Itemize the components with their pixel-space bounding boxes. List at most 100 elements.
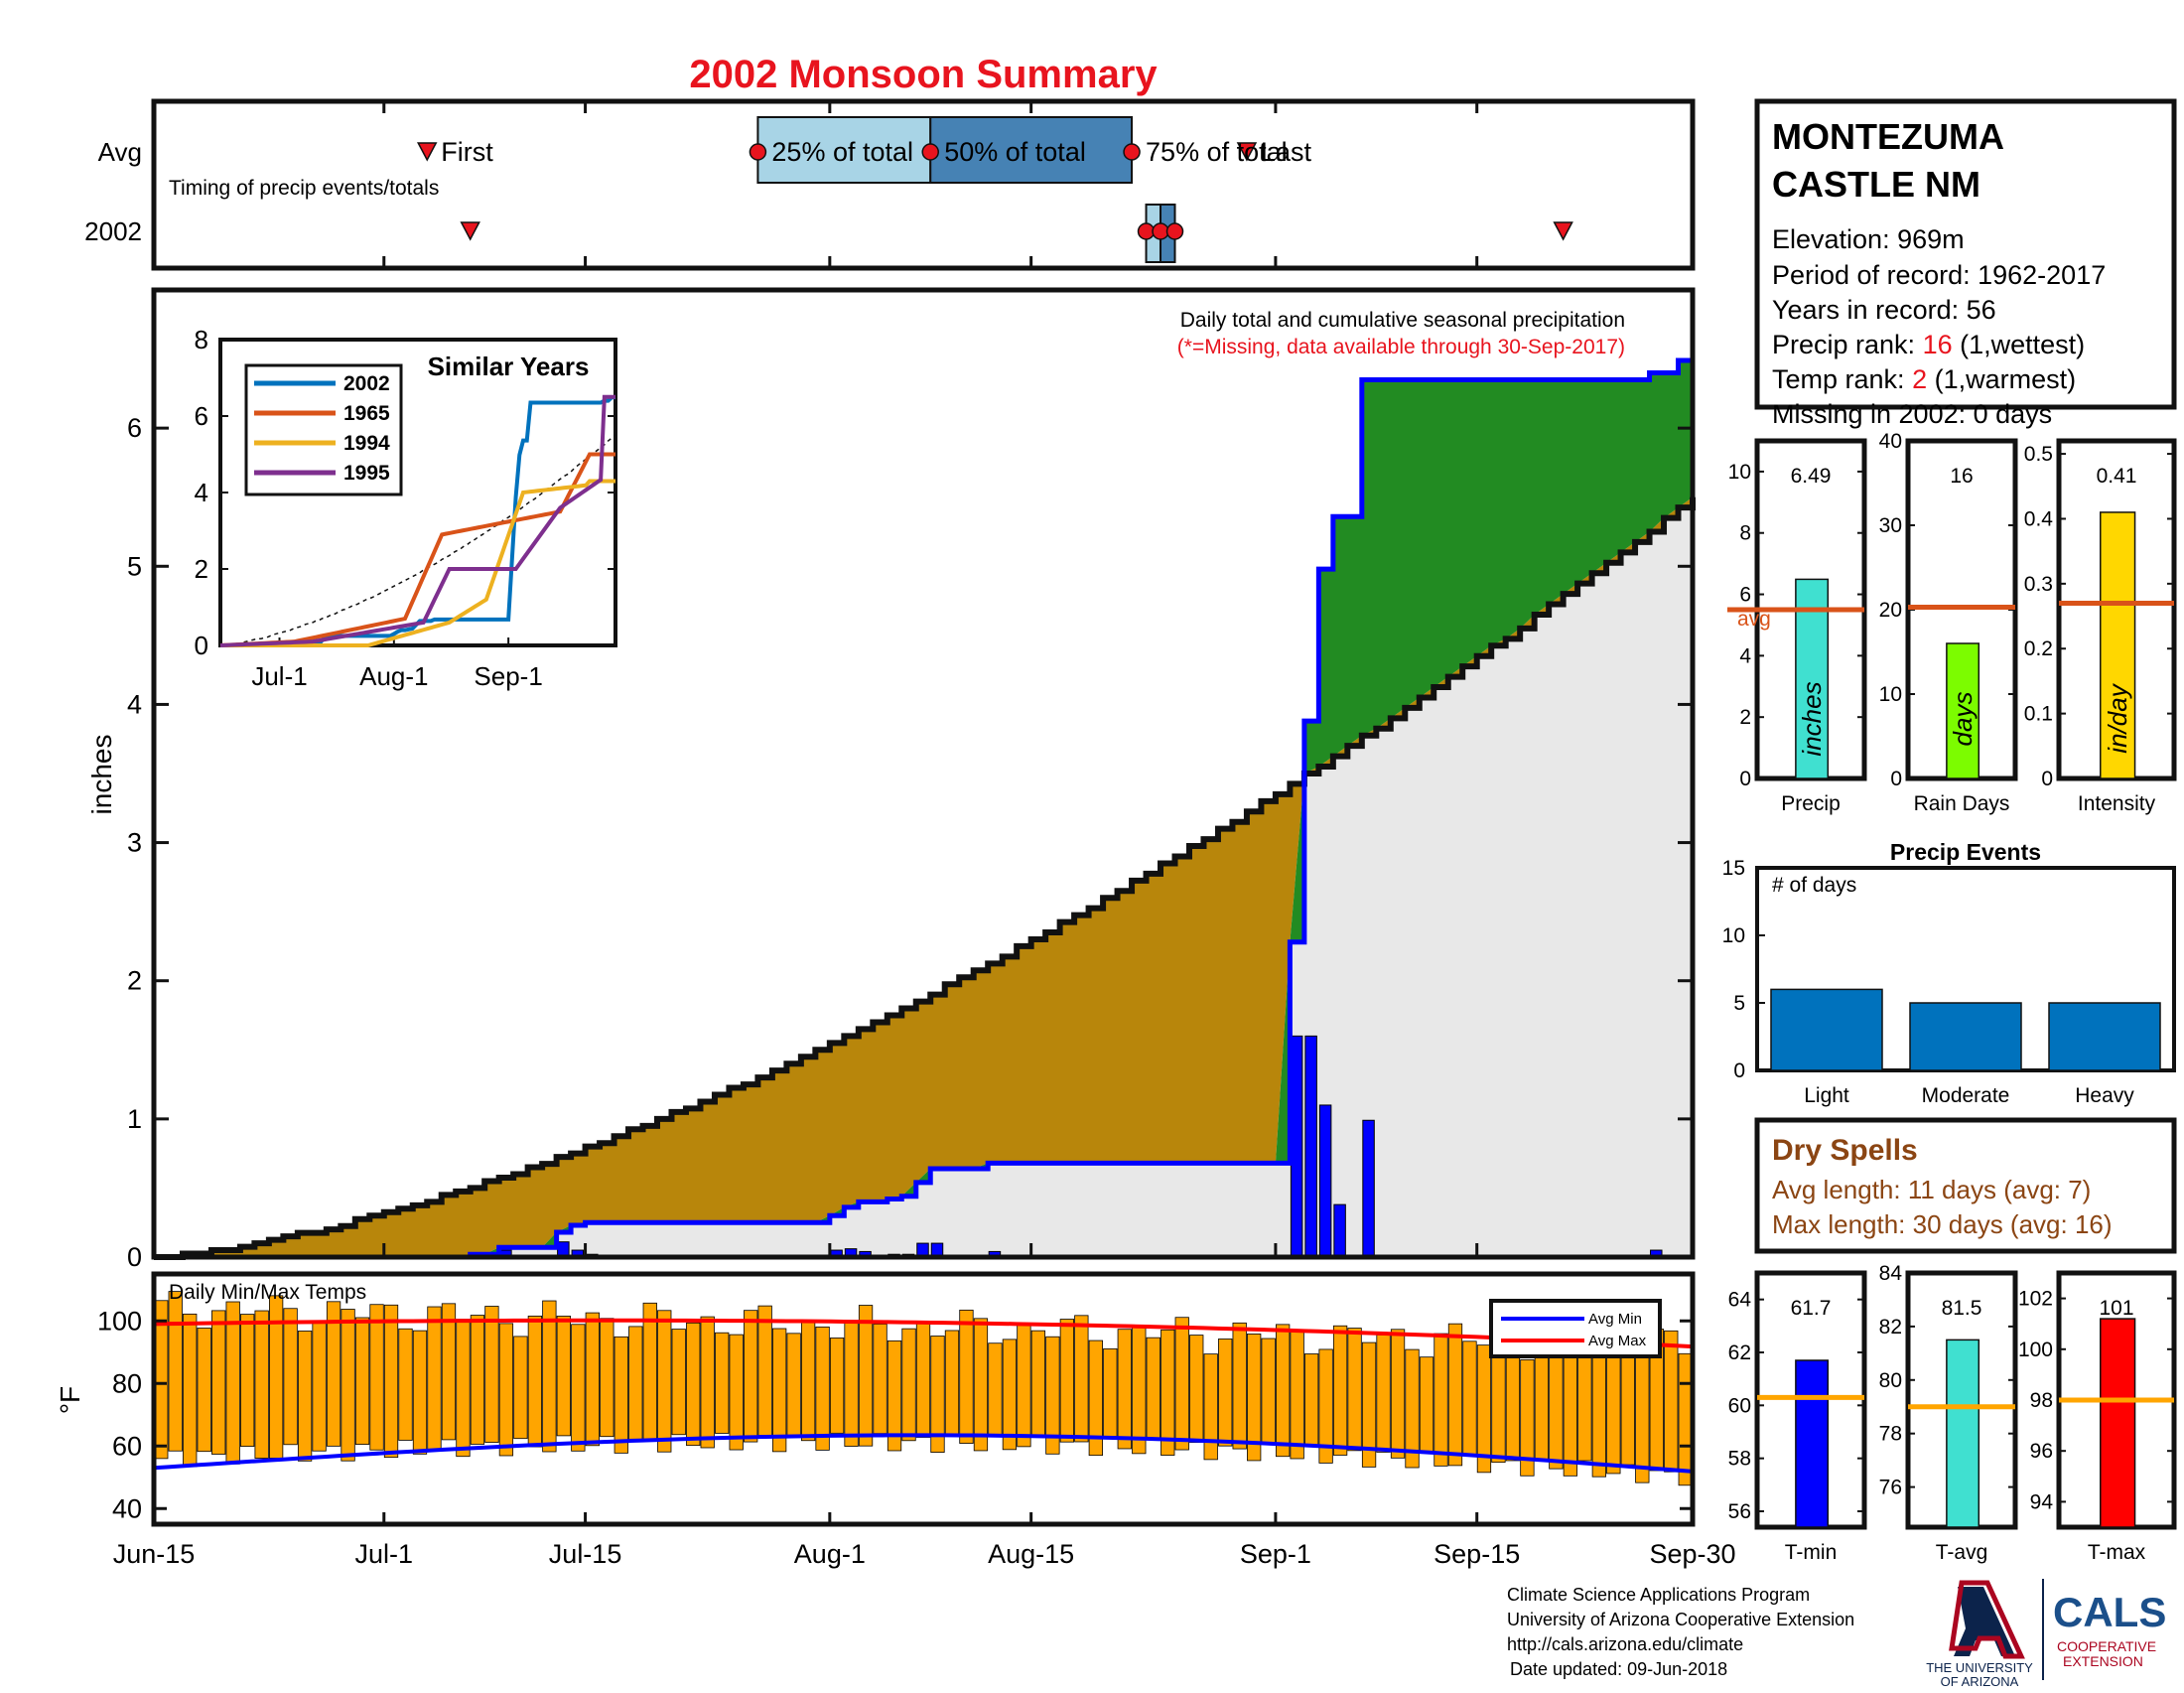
- daily-temp-bar: [1132, 1325, 1147, 1455]
- daily-temp-bar: [887, 1340, 902, 1452]
- station-temp-rank: Temp rank: 2 (1,warmest): [1772, 364, 2076, 394]
- dry-spells-title: Dry Spells: [1772, 1134, 1918, 1167]
- tavg-bar: [1946, 1339, 1980, 1528]
- tmax-panel: 94 96 98 100 102 101 T-max: [2018, 1270, 2177, 1564]
- daily-precip-bar: [1362, 1119, 1375, 1258]
- temps-ylabel: °F: [55, 1386, 85, 1414]
- daily-temp-bar: [1218, 1339, 1233, 1447]
- daily-temp-bar: [470, 1315, 485, 1445]
- precip-tick-label: 2: [1739, 706, 1751, 729]
- daily-temp-bar: [1534, 1343, 1550, 1461]
- station-name-line2: CASTLE NM: [1772, 164, 1980, 205]
- year-last-marker: [1553, 221, 1573, 241]
- daily-temp-bar: [988, 1342, 1003, 1436]
- figure-title: 2002 Monsoon Summary: [689, 53, 1158, 96]
- events-bar: [2048, 1002, 2161, 1071]
- tavg-panel: 76 78 80 82 84 81.5 T-avg: [1879, 1262, 2018, 1564]
- daily-temp-bar: [1247, 1333, 1262, 1462]
- surplus-area: [154, 359, 1693, 1257]
- timing-p75-label: 75% of total: [1146, 137, 1288, 167]
- daily-temp-bar: [585, 1312, 600, 1447]
- events-tick-label: 15: [1722, 857, 1745, 880]
- daily-temp-bar: [1635, 1352, 1650, 1483]
- daily-temp-bar: [513, 1336, 528, 1440]
- tmin-tick-label: 64: [1728, 1289, 1752, 1312]
- daily-precip-bar: [1304, 1035, 1317, 1258]
- daily-temp-bar: [1419, 1356, 1434, 1453]
- tavg-tick-label: 82: [1879, 1316, 1902, 1339]
- daily-temp-bar: [1664, 1330, 1679, 1473]
- inset-x-tick-label: Sep-1: [474, 661, 542, 691]
- daily-temp-bar: [1174, 1317, 1189, 1451]
- tmin-tick-label: 60: [1728, 1394, 1751, 1417]
- x-tick-label: Sep-15: [1433, 1539, 1520, 1569]
- footer-line4: Date updated: 09-Jun-2018: [1510, 1659, 1727, 1679]
- intensity-value-label: 0.41: [2097, 465, 2137, 488]
- timing-p25-label: 25% of total: [771, 137, 913, 167]
- intensity-tick-label: 0.4: [2024, 507, 2054, 530]
- daily-temp-bar: [614, 1336, 628, 1454]
- daily-temp-bar: [786, 1333, 801, 1437]
- avg-q1-box: [756, 116, 932, 184]
- precip-events-panel: Precip Events 0 5 10 15 Light Moderate Heavy #…: [1722, 839, 2176, 1107]
- daily-precip-bar: [1290, 1035, 1303, 1258]
- daily-temp-bar: [1017, 1323, 1031, 1448]
- daily-temp-bar: [326, 1301, 341, 1447]
- daily-temp-bar: [800, 1320, 816, 1442]
- daily-temp-bar: [700, 1316, 715, 1449]
- x-tick-label: Jun-15: [113, 1539, 196, 1569]
- daily-temp-bar: [312, 1321, 327, 1452]
- avg-max-line: [153, 1318, 1694, 1349]
- precip-value-label: 6.49: [1791, 465, 1832, 488]
- daily-temp-bar: [715, 1332, 730, 1434]
- daily-temp-bar: [1520, 1359, 1535, 1477]
- rain-days-bar: [1946, 642, 1980, 779]
- events-tick-label: 10: [1722, 924, 1745, 947]
- footer-line1: Climate Science Applications Program: [1507, 1585, 1810, 1605]
- daily-temp-bar: [1117, 1329, 1132, 1450]
- precip-avg-label: avg: [1737, 608, 1771, 631]
- daily-temp-bar: [1390, 1329, 1406, 1459]
- tavg-tick-label: 76: [1879, 1477, 1902, 1499]
- events-tick-label: 0: [1733, 1059, 1745, 1082]
- precip-xlabel: Precip: [1781, 792, 1841, 815]
- inset-x-tick-label: Jul-1: [251, 661, 307, 691]
- tavg-value-label: 81.5: [1942, 1297, 1982, 1320]
- rain-days-tick-label: 30: [1879, 514, 1902, 537]
- tavg-xlabel: T-avg: [1936, 1541, 1988, 1564]
- daily-temp-bar: [1189, 1335, 1204, 1443]
- y-tick-label: 6: [127, 413, 142, 443]
- daily-temp-bar: [1577, 1351, 1592, 1462]
- rain-days-tick-label: 10: [1879, 683, 1902, 706]
- y-tick-label: 0: [127, 1242, 142, 1272]
- inset-legend-label: 2002: [343, 372, 390, 395]
- avg-last-marker: [1236, 142, 1258, 162]
- daily-temp-bar: [1103, 1347, 1118, 1440]
- tavg-tick-label: 84: [1879, 1262, 1903, 1285]
- inset-y-tick-label: 6: [195, 401, 208, 431]
- daily-temp-bar: [1318, 1348, 1333, 1464]
- daily-precip-bar: [1333, 1203, 1346, 1258]
- main-caption: Daily total and cumulative seasonal prec…: [1180, 309, 1625, 332]
- inset-legend-label: 1965: [343, 402, 390, 425]
- inset-series-1994: [220, 479, 615, 647]
- intensity-tick-label: 0.1: [2024, 703, 2053, 726]
- daily-temp-bar: [642, 1302, 657, 1441]
- intensity-bar: [2100, 511, 2136, 779]
- timing-p50-label: 50% of total: [944, 137, 1086, 167]
- daily-temp-bar: [341, 1309, 355, 1462]
- deficit-area: [154, 496, 1693, 1257]
- inset-legend-label: 1994: [343, 432, 390, 455]
- events-title: Precip Events: [1890, 839, 2041, 865]
- daily-temp-bar: [815, 1326, 830, 1451]
- year-p50-marker: [1152, 222, 1169, 240]
- year-p25-marker: [1137, 222, 1156, 240]
- daily-temp-bar: [441, 1303, 457, 1441]
- cals-logo: CALS COOPERATIVE EXTENSION: [2042, 1579, 2166, 1680]
- daily-temp-bar: [398, 1328, 413, 1441]
- daily-temp-bar: [1505, 1342, 1521, 1462]
- cals-text: CALS: [2053, 1589, 2166, 1635]
- temp-y-tick-label: 60: [112, 1431, 142, 1461]
- x-tick-label: Sep-1: [1240, 1539, 1311, 1569]
